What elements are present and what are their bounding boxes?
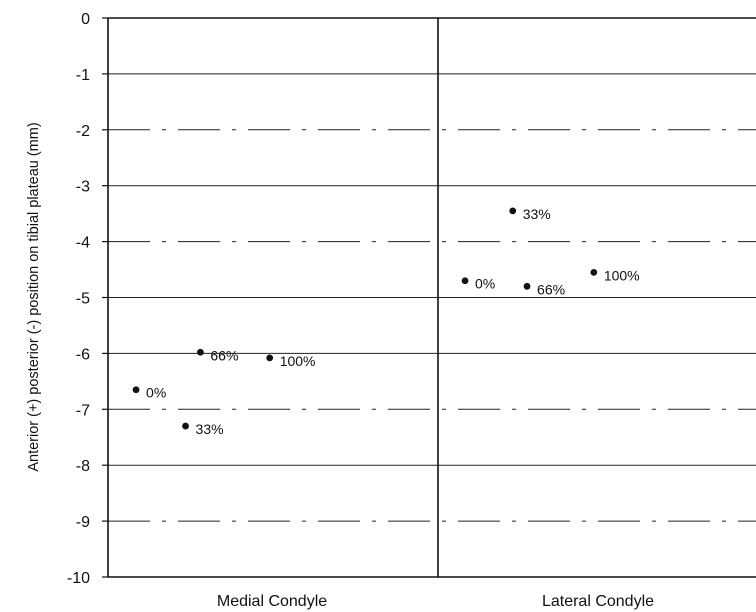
y-tick-label: -1 <box>76 67 90 84</box>
data-point <box>132 386 140 394</box>
y-tick-labels: 0 -1 -2 -3 -4 -5 -6 -7 -8 -9 -10 <box>67 11 108 587</box>
data-point <box>523 282 531 290</box>
data-point-label: 100% <box>280 353 316 369</box>
data-point-label: 66% <box>537 281 565 297</box>
data-point-label: 0% <box>475 276 495 292</box>
y-tick-label: -3 <box>76 179 90 196</box>
y-tick-label: -5 <box>76 291 90 308</box>
category-label-medial: Medial Condyle <box>217 593 327 610</box>
y-tick-label: 0 <box>81 11 90 28</box>
data-point-label: 0% <box>146 385 166 401</box>
y-tick-label: -8 <box>76 458 90 475</box>
y-tick-label: -4 <box>76 235 90 252</box>
y-tick-label: -9 <box>76 514 90 531</box>
y-axis-label: Anterior (+) posterior (-) position on t… <box>26 122 42 471</box>
data-point-label: 66% <box>210 347 238 363</box>
data-point <box>461 277 469 285</box>
data-point <box>266 354 274 362</box>
data-point <box>509 207 517 215</box>
y-tick-label: -7 <box>76 402 90 419</box>
data-point-label: 33% <box>523 206 551 222</box>
y-tick-label: -2 <box>76 123 90 140</box>
category-label-lateral: Lateral Condyle <box>542 593 654 610</box>
data-point <box>590 268 598 276</box>
y-tick-label: -6 <box>76 346 90 363</box>
data-point-label: 100% <box>604 267 640 283</box>
data-point <box>197 348 204 356</box>
gridlines <box>108 73 756 522</box>
data-point <box>182 422 189 430</box>
y-tick-label: -10 <box>67 570 90 587</box>
data-points: 0% 33% 66% 100% 0% 33% 66% 100% <box>132 206 640 437</box>
data-point-label: 33% <box>196 421 224 437</box>
